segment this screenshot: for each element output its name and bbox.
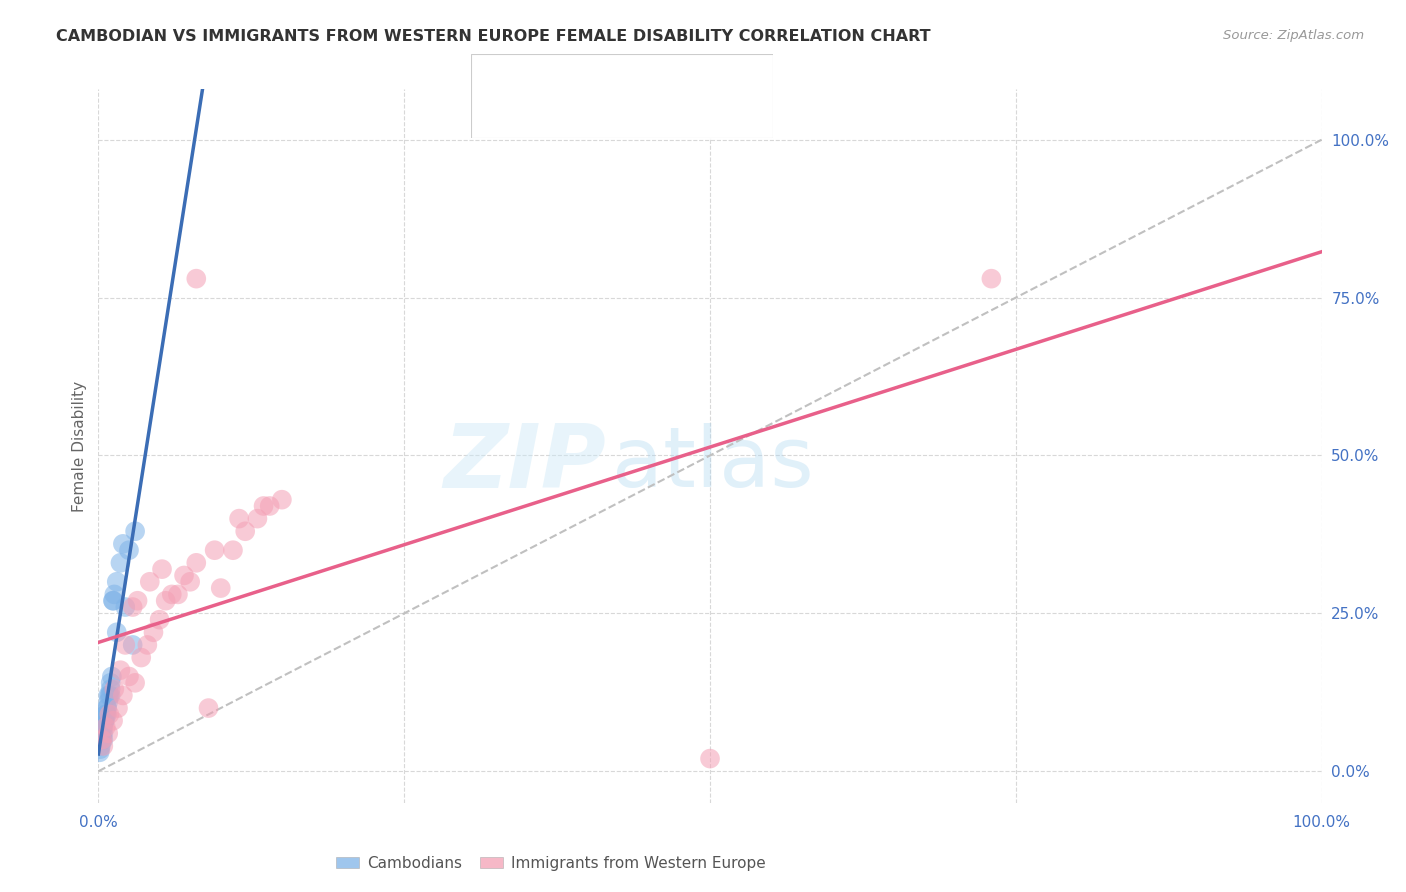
Point [197, 701, 219, 715]
Point [100, 689, 122, 703]
Point [89, 745, 111, 759]
Point [89, 742, 111, 756]
Point [90, 739, 112, 753]
Point [101, 593, 124, 607]
Point [105, 574, 128, 589]
Point [93, 714, 115, 728]
Point [96, 701, 118, 715]
Point [97, 695, 120, 709]
Point [124, 675, 146, 690]
Point [699, 751, 721, 765]
Text: atlas: atlas [612, 424, 814, 504]
Point [98, 707, 121, 722]
Point [97, 689, 120, 703]
Point [91, 720, 114, 734]
Point [121, 638, 143, 652]
Point [136, 638, 159, 652]
Y-axis label: Female Disability: Female Disability [72, 380, 87, 512]
Point [91, 732, 114, 747]
Point [103, 587, 125, 601]
Point [93, 714, 115, 728]
Point [129, 650, 152, 665]
Point [91, 726, 114, 740]
Point [167, 587, 190, 601]
Point [246, 511, 269, 525]
Point [94, 707, 117, 722]
Point [97, 726, 120, 740]
Point [124, 524, 146, 539]
FancyBboxPatch shape [477, 61, 526, 91]
Point [980, 271, 1002, 285]
Point [222, 543, 245, 558]
Point [111, 537, 134, 551]
FancyBboxPatch shape [477, 100, 526, 130]
Point [96, 701, 118, 715]
Point [186, 271, 208, 285]
Point [90, 732, 112, 747]
Point [100, 682, 122, 697]
Text: ZIP: ZIP [443, 420, 606, 508]
Point [118, 543, 141, 558]
Point [127, 593, 149, 607]
Point [118, 669, 141, 683]
Point [114, 638, 136, 652]
Point [110, 556, 132, 570]
Point [101, 593, 124, 607]
Point [270, 492, 294, 507]
Point [139, 574, 162, 589]
Point [91, 739, 114, 753]
Point [114, 600, 136, 615]
Point [96, 707, 118, 722]
Point [209, 581, 232, 595]
Point [91, 720, 114, 734]
Point [107, 701, 129, 715]
Point [228, 511, 250, 525]
Legend: Cambodians, Immigrants from Western Europe: Cambodians, Immigrants from Western Euro… [330, 850, 772, 877]
Point [91, 726, 114, 740]
Point [121, 600, 143, 615]
Point [101, 669, 124, 683]
Point [204, 543, 226, 558]
Text: Source: ZipAtlas.com: Source: ZipAtlas.com [1223, 29, 1364, 43]
Point [259, 499, 281, 513]
Point [179, 574, 201, 589]
Point [91, 732, 114, 747]
Point [150, 562, 173, 576]
Point [110, 663, 132, 677]
Point [94, 707, 117, 722]
Text: CAMBODIAN VS IMMIGRANTS FROM WESTERN EUROPE FEMALE DISABILITY CORRELATION CHART: CAMBODIAN VS IMMIGRANTS FROM WESTERN EUR… [56, 29, 931, 45]
FancyBboxPatch shape [471, 54, 773, 138]
Point [160, 587, 183, 601]
Text: R =  0.717   N = 40: R = 0.717 N = 40 [531, 105, 707, 123]
Point [155, 593, 177, 607]
Point [252, 499, 274, 513]
Point [149, 613, 172, 627]
Point [111, 689, 134, 703]
Point [100, 675, 122, 690]
Point [142, 625, 165, 640]
Point [91, 732, 114, 747]
Point [101, 714, 124, 728]
Point [105, 625, 128, 640]
Point [98, 689, 121, 703]
Point [186, 556, 208, 570]
Text: R =  0.436   N = 38: R = 0.436 N = 38 [531, 66, 707, 84]
Point [233, 524, 256, 539]
Point [91, 720, 114, 734]
Point [94, 720, 117, 734]
Point [173, 568, 195, 582]
Point [90, 730, 112, 744]
Point [103, 682, 125, 697]
Point [93, 714, 115, 728]
